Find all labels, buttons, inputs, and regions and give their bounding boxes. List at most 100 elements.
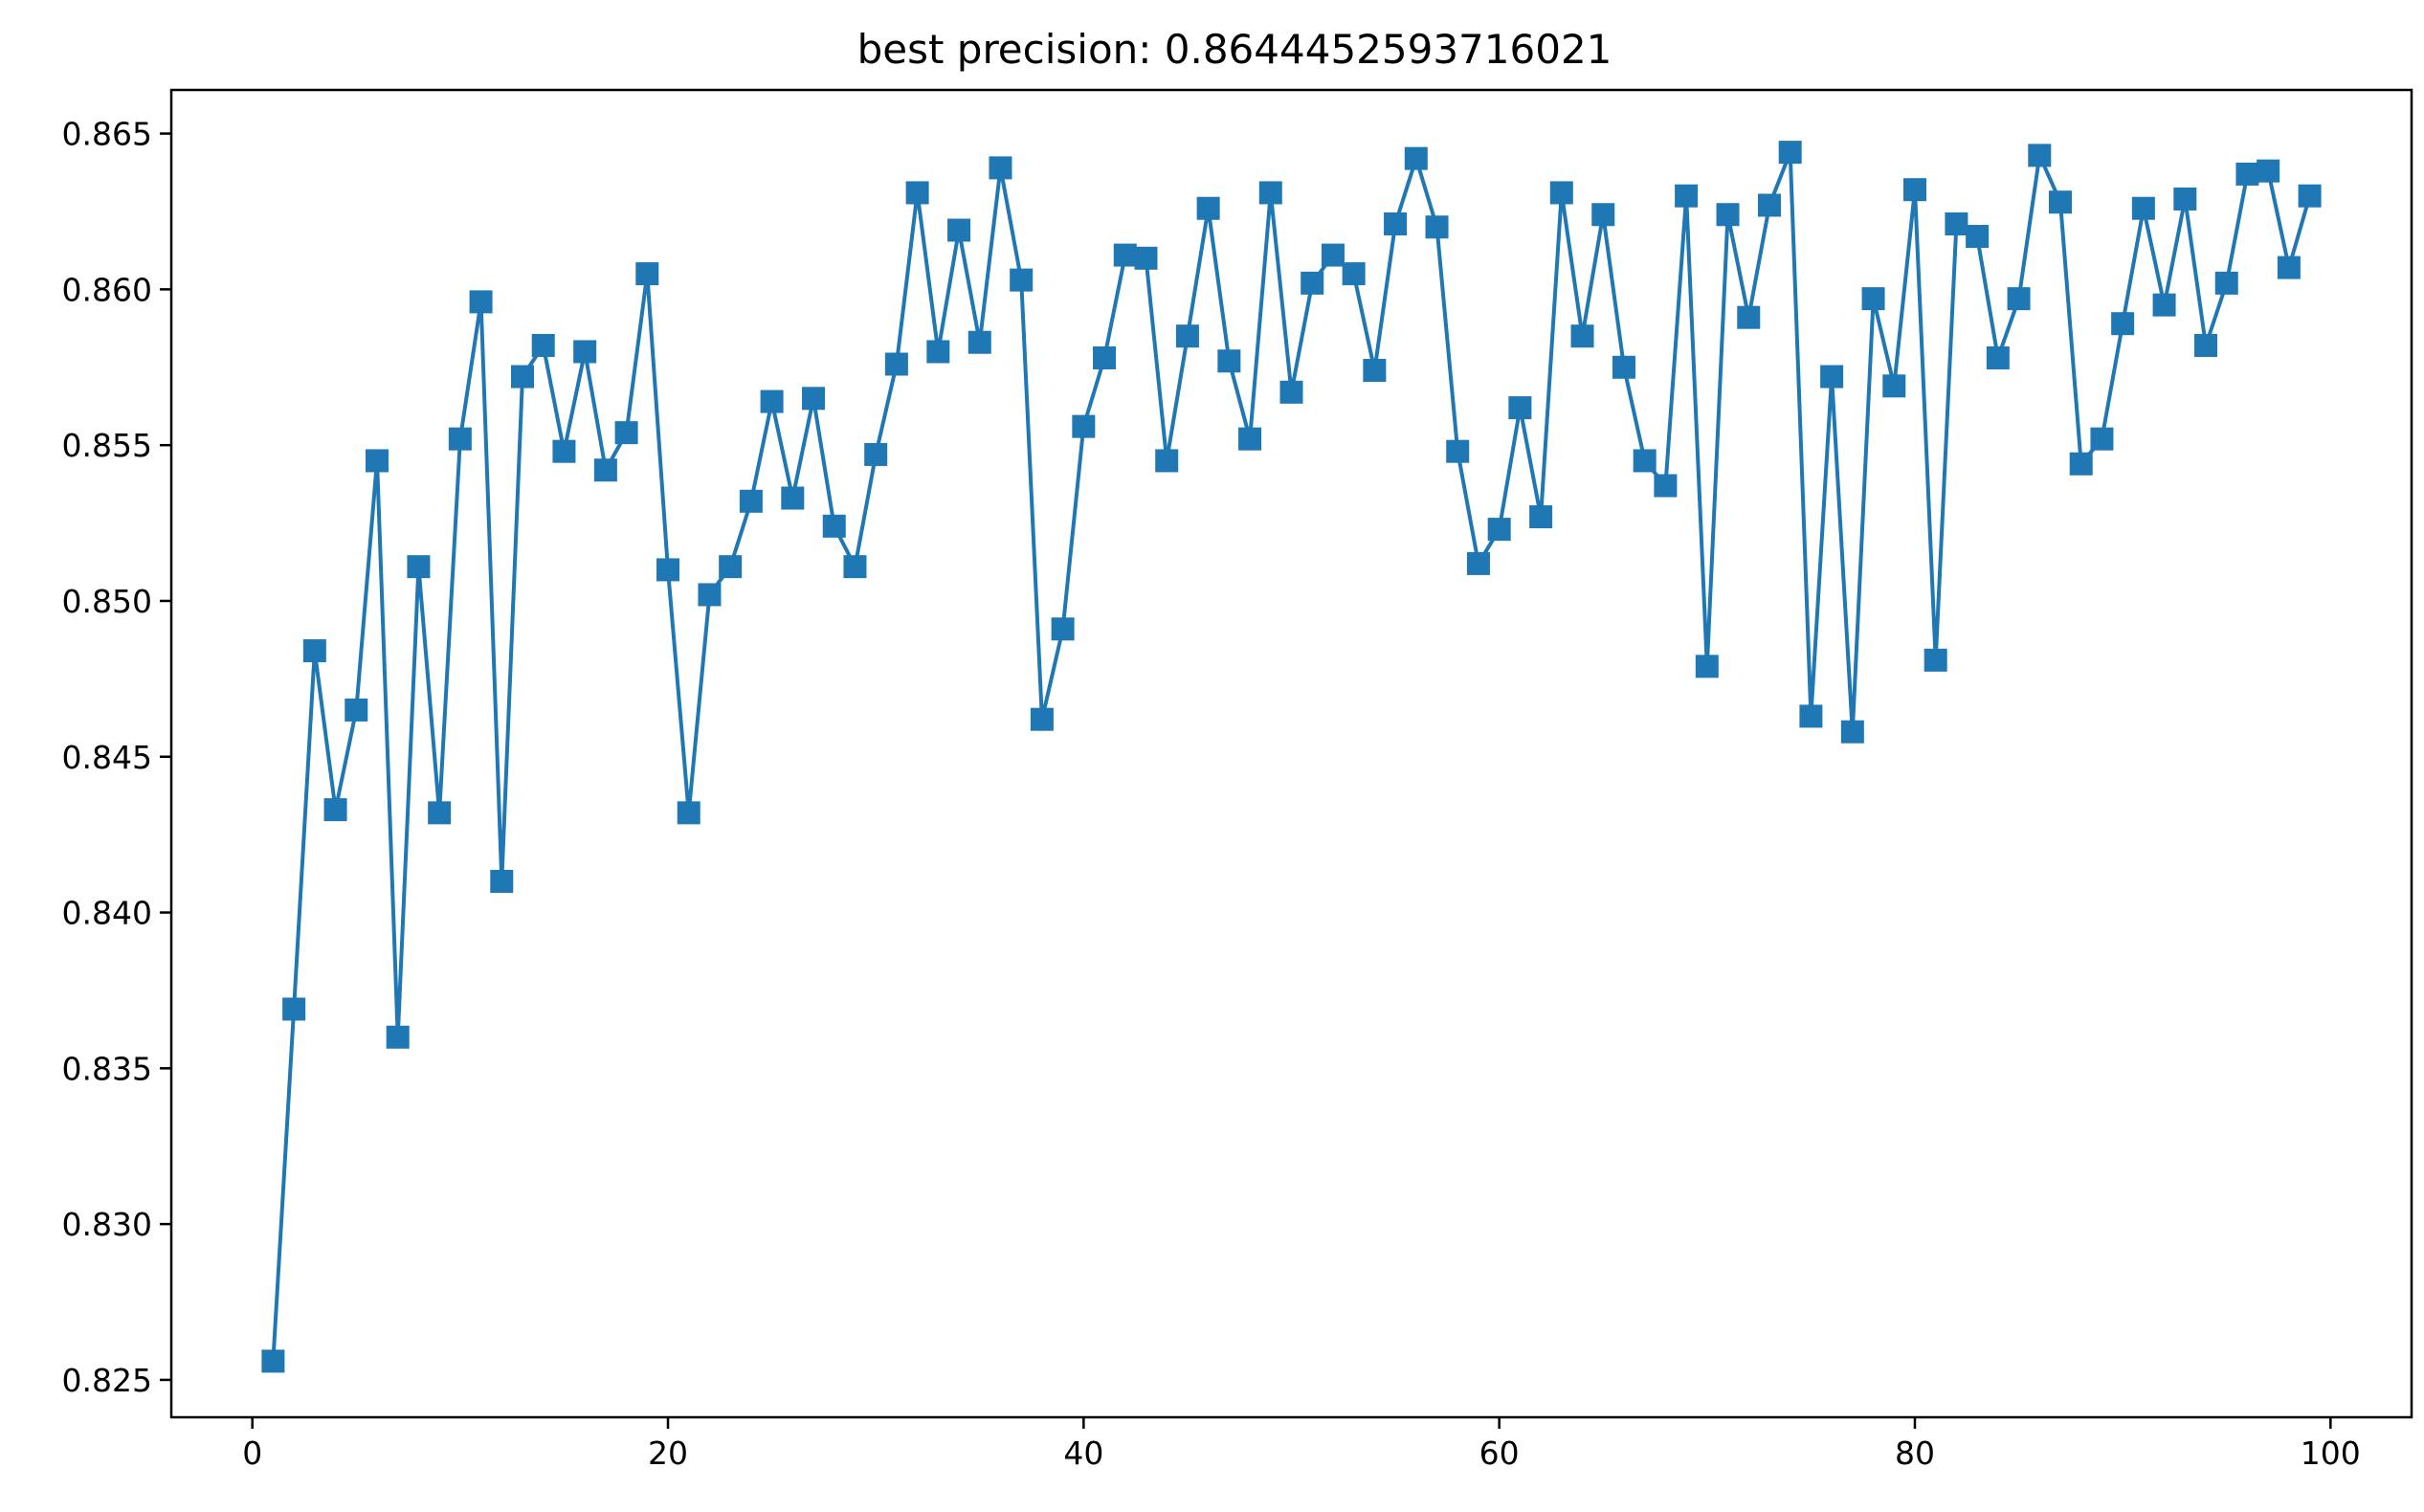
data-point bbox=[2048, 190, 2072, 214]
data-point bbox=[1799, 704, 1823, 728]
data-point bbox=[1175, 324, 1199, 348]
data-point bbox=[1840, 720, 1864, 744]
data-point bbox=[469, 290, 493, 314]
data-point bbox=[1820, 365, 1844, 389]
data-point bbox=[1301, 271, 1324, 295]
data-point bbox=[926, 340, 950, 364]
y-tick-label: 0.845 bbox=[62, 739, 152, 776]
data-point bbox=[552, 439, 576, 463]
data-point bbox=[1134, 246, 1158, 270]
data-point bbox=[2214, 271, 2238, 295]
data-point bbox=[1425, 215, 1449, 239]
data-point bbox=[2152, 293, 2176, 317]
data-point bbox=[967, 330, 991, 354]
data-point bbox=[1051, 617, 1075, 641]
data-point bbox=[905, 181, 929, 205]
data-point bbox=[2131, 196, 2155, 220]
x-tick-label: 60 bbox=[1479, 1434, 1520, 1472]
data-point bbox=[2235, 162, 2259, 186]
data-point bbox=[1570, 324, 1594, 348]
data-point bbox=[1716, 203, 1740, 227]
data-point bbox=[1113, 243, 1137, 267]
data-point bbox=[1030, 707, 1054, 731]
data-point bbox=[1695, 655, 1719, 678]
x-tick-label: 80 bbox=[1895, 1434, 1935, 1472]
data-point bbox=[1757, 193, 1781, 217]
data-point bbox=[1238, 427, 1262, 451]
data-point bbox=[386, 1025, 410, 1049]
y-tick-label: 0.830 bbox=[62, 1206, 152, 1243]
data-point bbox=[1072, 414, 1096, 438]
data-point bbox=[2007, 287, 2031, 311]
data-point bbox=[1633, 449, 1657, 473]
data-point bbox=[2194, 333, 2218, 357]
data-point bbox=[1279, 380, 1303, 404]
data-point bbox=[1363, 359, 1387, 383]
data-point bbox=[593, 458, 617, 482]
data-point bbox=[2090, 427, 2114, 451]
data-point bbox=[1945, 212, 1968, 236]
series-line bbox=[271, 150, 2312, 1362]
data-point bbox=[760, 389, 784, 413]
data-point bbox=[323, 798, 347, 822]
plot-area: 0 20 40 60 80 100 0.8250.8300.8350.8400.8450.… bbox=[62, 88, 2413, 1472]
data-point bbox=[1487, 518, 1511, 542]
data-point bbox=[531, 333, 555, 357]
y-tick-label: 0.855 bbox=[62, 427, 152, 464]
data-point bbox=[739, 489, 763, 513]
data-point bbox=[2111, 312, 2135, 336]
data-point bbox=[1217, 349, 1241, 373]
data-point bbox=[884, 352, 908, 376]
y-tick-label: 0.825 bbox=[62, 1362, 152, 1399]
data-point bbox=[1778, 141, 1802, 165]
data-point bbox=[1093, 346, 1117, 370]
data-point bbox=[261, 1349, 285, 1373]
data-point bbox=[1902, 178, 1926, 202]
data-point bbox=[1861, 287, 1885, 311]
data-point bbox=[2298, 184, 2322, 208]
data-point bbox=[1404, 146, 1428, 170]
data-point bbox=[719, 555, 743, 579]
data-point bbox=[282, 997, 306, 1021]
data-point bbox=[843, 555, 867, 579]
data-point bbox=[1882, 374, 1906, 398]
data-point bbox=[448, 427, 472, 451]
data-point bbox=[822, 514, 846, 538]
data-point bbox=[989, 156, 1012, 180]
series-precision bbox=[261, 141, 2322, 1373]
data-point bbox=[2277, 256, 2301, 279]
y-tick-label: 0.835 bbox=[62, 1050, 152, 1087]
data-point bbox=[573, 340, 597, 364]
data-point bbox=[781, 486, 805, 510]
data-point bbox=[1737, 305, 1761, 329]
data-point bbox=[1986, 346, 2010, 370]
data-point bbox=[1612, 355, 1635, 379]
data-point bbox=[1258, 181, 1282, 205]
data-point bbox=[345, 698, 368, 722]
data-point bbox=[2173, 187, 2197, 211]
x-tick-label: 0 bbox=[242, 1434, 262, 1472]
data-point bbox=[947, 218, 971, 242]
y-tick-label: 0.865 bbox=[62, 116, 152, 153]
data-point bbox=[1966, 225, 1990, 249]
data-point bbox=[1591, 203, 1615, 227]
data-point bbox=[1654, 474, 1678, 498]
chart-title: best precision: 0.8644452593716021 bbox=[857, 26, 1612, 73]
data-point bbox=[614, 421, 638, 445]
data-point bbox=[1549, 181, 1573, 205]
data-point bbox=[2257, 159, 2280, 183]
data-point bbox=[407, 555, 431, 579]
data-point bbox=[1196, 196, 1220, 220]
data-point bbox=[677, 801, 701, 825]
x-tick-label: 40 bbox=[1063, 1434, 1103, 1472]
data-point bbox=[698, 583, 722, 607]
data-point bbox=[1321, 243, 1345, 267]
data-point bbox=[1446, 439, 1470, 463]
x-axis: 0 20 40 60 80 100 bbox=[242, 1417, 2361, 1472]
plot-frame bbox=[169, 88, 2413, 1419]
data-point bbox=[490, 869, 514, 893]
data-point bbox=[1508, 396, 1532, 420]
x-tick-label: 100 bbox=[2301, 1434, 2361, 1472]
data-point bbox=[1466, 551, 1490, 575]
